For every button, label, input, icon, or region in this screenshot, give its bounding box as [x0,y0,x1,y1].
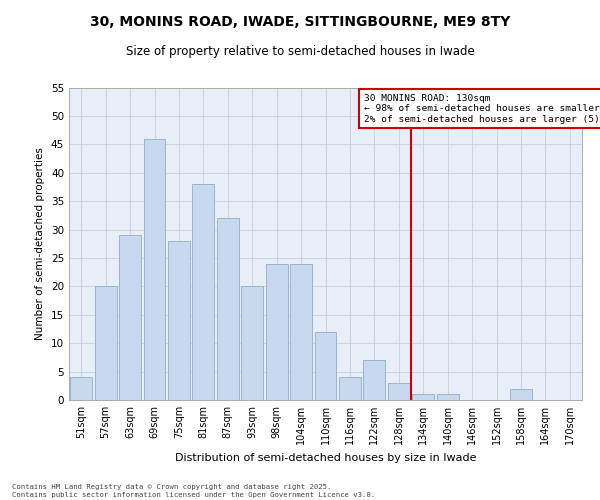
Text: 30 MONINS ROAD: 130sqm
← 98% of semi-detached houses are smaller (289)
2% of sem: 30 MONINS ROAD: 130sqm ← 98% of semi-det… [364,94,600,124]
Bar [364,360,385,400]
Bar [193,184,214,400]
Bar [143,138,166,400]
Bar [314,332,337,400]
Y-axis label: Number of semi-detached properties: Number of semi-detached properties [35,148,46,340]
Bar [388,383,410,400]
Text: Contains HM Land Registry data © Crown copyright and database right 2025.
Contai: Contains HM Land Registry data © Crown c… [12,484,375,498]
Text: Size of property relative to semi-detached houses in Iwade: Size of property relative to semi-detach… [125,45,475,58]
Bar [70,378,92,400]
Bar [95,286,116,400]
Bar [266,264,287,400]
Bar [168,241,190,400]
Bar [339,378,361,400]
Bar [437,394,458,400]
Bar [290,264,312,400]
Bar [217,218,239,400]
Bar [510,388,532,400]
Bar [241,286,263,400]
Bar [412,394,434,400]
Bar [119,235,141,400]
Text: 30, MONINS ROAD, IWADE, SITTINGBOURNE, ME9 8TY: 30, MONINS ROAD, IWADE, SITTINGBOURNE, M… [90,15,510,29]
X-axis label: Distribution of semi-detached houses by size in Iwade: Distribution of semi-detached houses by … [175,452,476,462]
